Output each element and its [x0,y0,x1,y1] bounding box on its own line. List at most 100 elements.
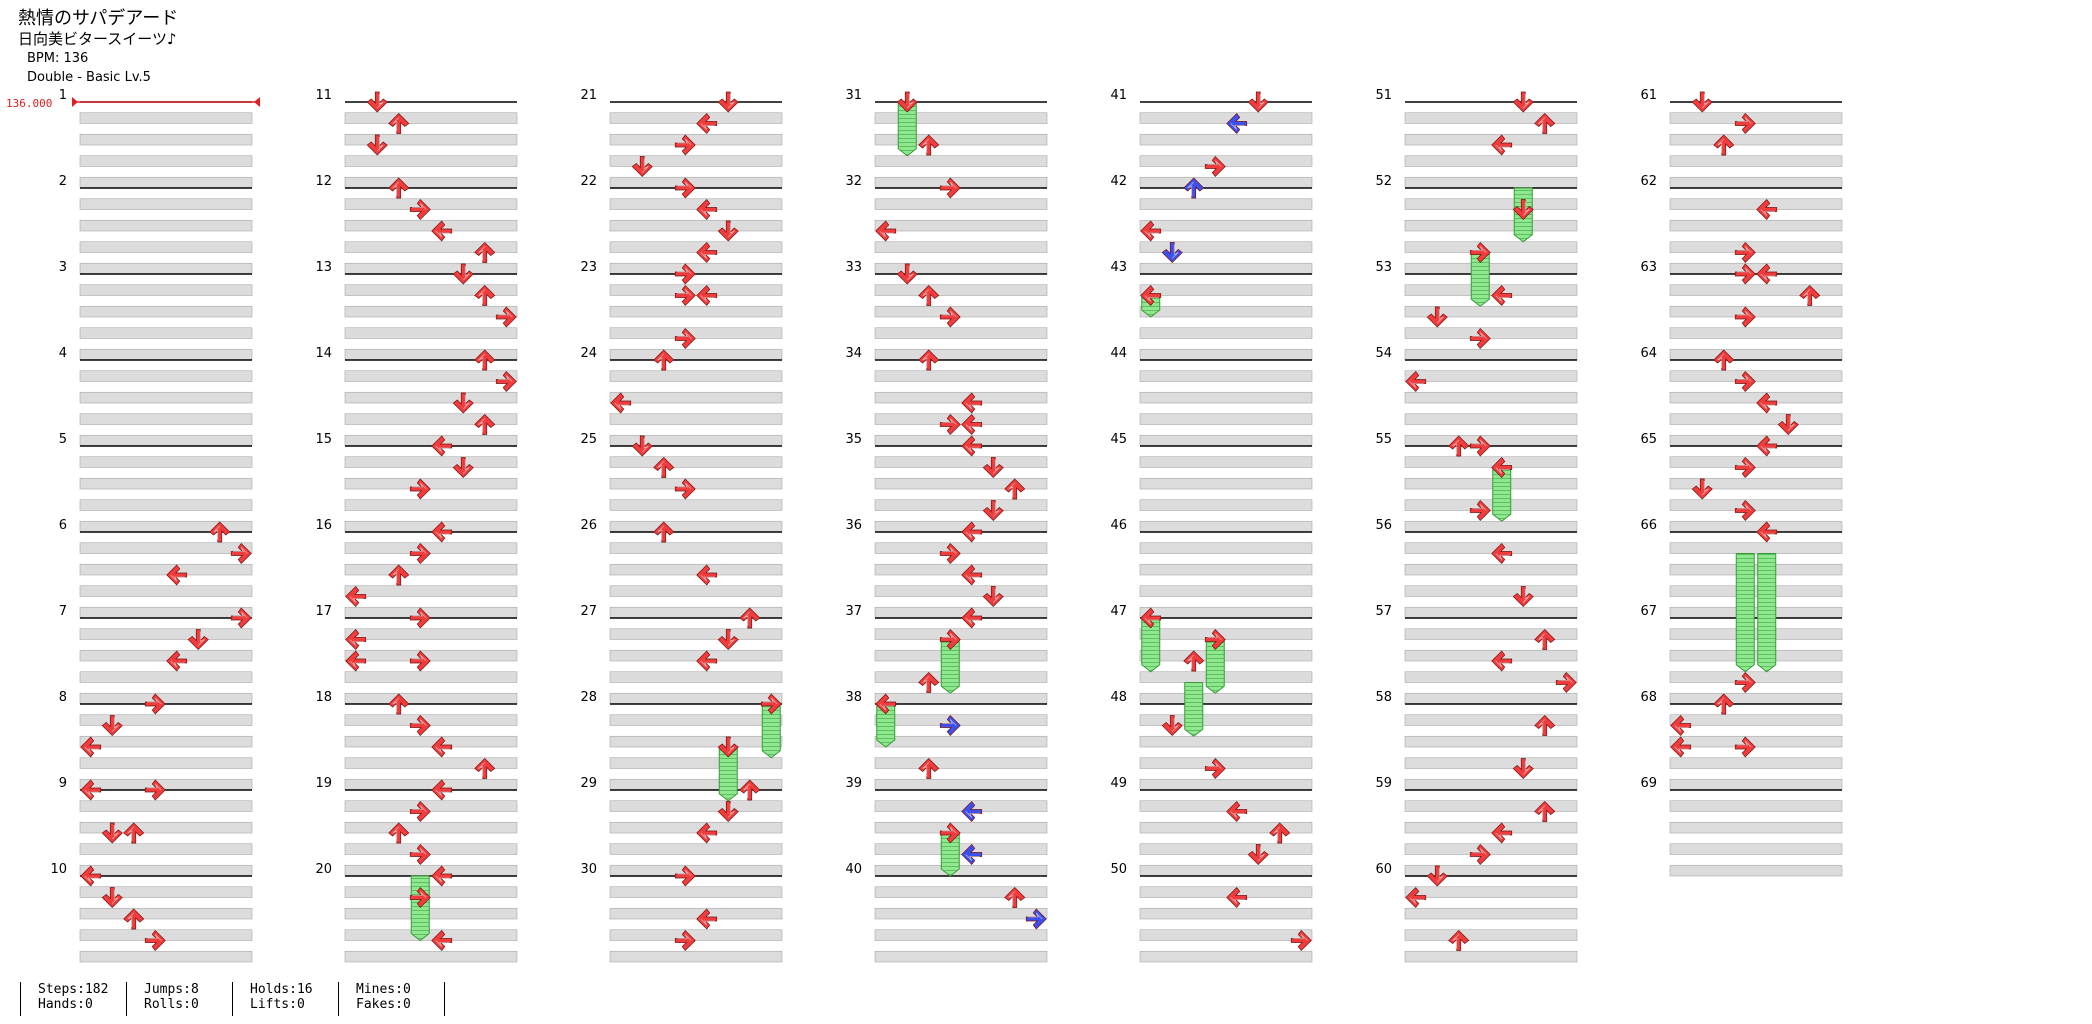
step-arrow [431,865,453,887]
beat-band [1139,800,1313,812]
beat-band [874,434,1048,447]
step-arrow [653,457,675,478]
beat-band [344,563,518,576]
step-arrow [1756,392,1778,414]
beat-band [609,305,783,318]
measure-number: 27 [580,604,597,619]
beat-band [609,950,783,963]
step-arrow [982,500,1004,521]
step-arrow [1670,714,1692,737]
step-arrow [230,607,252,629]
beat-band [1404,499,1578,511]
step-arrow [696,650,718,672]
beat-band [1139,155,1313,167]
beat-band [1139,327,1313,339]
step-arrow [717,736,739,758]
step-arrow [1691,478,1713,500]
beat-band [79,241,253,253]
beat-band [79,499,253,511]
measure-number: 26 [580,518,597,533]
step-arrow [409,478,431,500]
step-arrow [961,392,983,414]
stat-mines: Mines:0 [356,982,411,997]
measure-number: 2 [59,174,67,189]
step-arrow [739,779,761,801]
beat-band [79,370,253,382]
measure-number: 42 [1110,174,1127,189]
measure-number: 7 [59,604,67,619]
step-arrow [409,843,431,866]
hold-note [1184,682,1204,737]
step-arrow [1534,113,1556,134]
step-arrow [1448,930,1470,951]
beat-band [874,800,1048,812]
measure-number: 24 [580,346,597,361]
beat-band [1404,778,1578,791]
step-arrow [1004,478,1026,500]
beat-band [1669,348,1843,361]
beat-band [344,542,518,554]
beat-band [79,284,253,296]
step-arrow [1226,800,1248,823]
beat-band [1404,929,1578,941]
step-arrow [674,284,696,307]
beat-band [1669,864,1843,877]
beat-band [1669,735,1843,748]
bpm-marker-label: 136.000 [6,97,52,110]
beat-band [1669,370,1843,382]
stats-col-mines: Mines:0 Fakes:0 [338,982,444,1016]
beat-band [79,563,253,576]
measure-number: 29 [580,776,597,791]
difficulty-label: Double - Basic Lv.5 [27,70,151,85]
measure-number: 64 [1640,346,1657,361]
beat-band [1139,585,1313,597]
beat-band [344,499,518,511]
beat-band [1404,112,1578,124]
stat-fakes: Fakes:0 [356,997,411,1012]
beat-band [344,821,518,834]
beat-band [79,628,253,640]
beat-band [1404,649,1578,662]
beat-band [874,133,1048,146]
stats-end-divider [444,982,446,1016]
step-arrow [674,929,696,952]
step-arrow [939,714,961,737]
beat-band [344,800,518,812]
beat-band [79,219,253,232]
step-arrow [674,327,696,350]
beat-band [609,714,783,726]
beat-band [344,133,518,146]
song-artist: 日向美ビタースイーツ♪ [18,30,177,48]
beat-band [1139,348,1313,361]
step-arrow [1426,306,1448,328]
step-arrow [1734,456,1756,479]
step-arrow [1734,736,1756,758]
beat-band [1139,434,1313,447]
step-arrow [696,564,718,586]
beat-band [609,413,783,425]
measure-number: 53 [1375,260,1392,275]
beat-band [609,520,783,533]
beat-band [1404,843,1578,855]
beat-band [1669,456,1843,468]
step-arrow [495,306,517,328]
step-arrow [209,521,231,543]
step-arrow [1183,177,1205,199]
stat-rolls: Rolls:0 [144,997,199,1012]
beat-band [344,671,518,683]
step-arrow [1756,263,1778,285]
step-arrow [1469,327,1491,350]
step-arrow [1512,758,1534,779]
beat-band [1139,950,1313,963]
beat-band [1669,585,1843,597]
beat-band [344,434,518,447]
beat-band [1404,155,1578,167]
beat-band [609,864,783,877]
beat-band [1139,907,1313,920]
beat-band [874,714,1048,726]
measure-number: 51 [1375,88,1392,103]
step-arrow [875,693,897,715]
measure-number: 35 [845,432,862,447]
beat-band [344,198,518,210]
step-arrow [1691,91,1713,113]
